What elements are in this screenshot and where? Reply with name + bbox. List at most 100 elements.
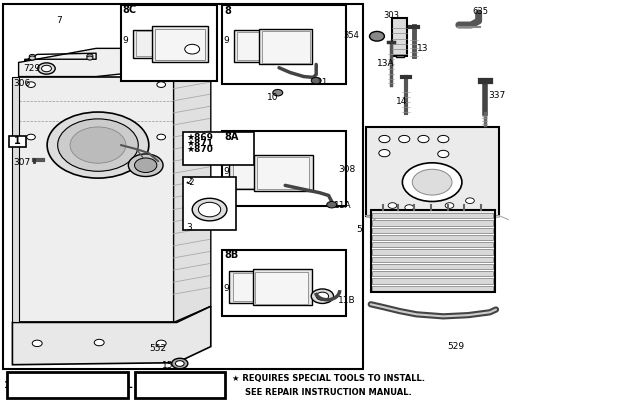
Bar xyxy=(152,26,208,62)
Circle shape xyxy=(438,135,449,143)
Bar xyxy=(222,250,346,316)
Circle shape xyxy=(47,112,149,178)
Text: 14: 14 xyxy=(396,97,407,106)
Circle shape xyxy=(135,158,157,172)
Bar xyxy=(372,228,493,233)
Bar xyxy=(392,18,407,56)
Bar xyxy=(372,264,493,269)
Bar xyxy=(232,273,268,301)
Polygon shape xyxy=(174,64,211,322)
Bar xyxy=(222,131,346,206)
Text: 13: 13 xyxy=(417,44,428,53)
Text: SEE REPAIR INSTRUCTION MANUAL.: SEE REPAIR INSTRUCTION MANUAL. xyxy=(245,388,412,397)
Text: 5: 5 xyxy=(356,225,362,234)
Bar xyxy=(372,286,493,291)
Text: 354: 354 xyxy=(343,31,360,40)
Circle shape xyxy=(192,198,227,221)
Text: 8C: 8C xyxy=(123,5,137,15)
Text: ★ REQUIRES SPECIAL TOOLS TO INSTALL.: ★ REQUIRES SPECIAL TOOLS TO INSTALL. xyxy=(232,374,425,382)
Circle shape xyxy=(128,154,163,177)
Circle shape xyxy=(87,54,93,58)
Text: 11A: 11A xyxy=(334,201,351,210)
Text: 8A: 8A xyxy=(224,132,239,142)
Bar xyxy=(366,215,499,217)
Circle shape xyxy=(156,340,166,347)
Bar xyxy=(253,269,312,305)
Text: ⋆2: ⋆2 xyxy=(185,178,195,187)
Bar xyxy=(237,32,273,60)
Circle shape xyxy=(42,65,51,72)
Bar xyxy=(372,220,493,226)
Bar xyxy=(135,372,225,398)
Text: 3: 3 xyxy=(186,223,192,232)
Circle shape xyxy=(388,203,397,208)
Circle shape xyxy=(399,135,410,143)
Bar xyxy=(229,271,270,303)
Bar xyxy=(372,235,493,240)
Bar xyxy=(254,155,313,191)
Text: 15: 15 xyxy=(162,361,174,370)
Text: 1019 LABEL KIT: 1019 LABEL KIT xyxy=(138,380,222,390)
Text: ©replicaparts.com: ©replicaparts.com xyxy=(158,195,276,208)
Circle shape xyxy=(94,339,104,346)
Circle shape xyxy=(198,202,221,217)
Bar xyxy=(229,157,270,189)
Bar xyxy=(262,31,310,63)
Circle shape xyxy=(311,289,334,303)
Bar xyxy=(372,271,493,276)
Text: 635: 635 xyxy=(472,7,489,16)
Polygon shape xyxy=(12,306,211,365)
Circle shape xyxy=(445,203,454,208)
Circle shape xyxy=(27,134,35,140)
Text: 307: 307 xyxy=(14,158,31,166)
Bar xyxy=(133,30,171,58)
Text: ★869: ★869 xyxy=(186,133,213,141)
Circle shape xyxy=(273,89,283,96)
Bar xyxy=(222,5,346,84)
Circle shape xyxy=(412,169,452,195)
Text: 8B: 8B xyxy=(224,250,239,260)
Bar xyxy=(372,213,493,218)
Text: 529: 529 xyxy=(448,342,465,351)
Text: 729: 729 xyxy=(23,64,40,73)
Circle shape xyxy=(29,56,35,60)
Bar xyxy=(372,278,493,284)
Polygon shape xyxy=(12,77,19,322)
Bar xyxy=(3,4,363,369)
Circle shape xyxy=(157,134,166,140)
Circle shape xyxy=(379,150,390,157)
Circle shape xyxy=(402,163,462,202)
Bar xyxy=(121,5,217,81)
Text: 9: 9 xyxy=(223,36,229,45)
Circle shape xyxy=(58,119,138,171)
Circle shape xyxy=(185,44,200,54)
Circle shape xyxy=(175,361,184,366)
Text: 11B: 11B xyxy=(339,296,356,305)
Text: 1058 OWNER'S MANUAL: 1058 OWNER'S MANUAL xyxy=(4,380,132,390)
Circle shape xyxy=(32,340,42,347)
Text: 552: 552 xyxy=(149,344,166,353)
Text: 308: 308 xyxy=(339,165,356,174)
Circle shape xyxy=(327,202,337,208)
Bar xyxy=(372,242,493,247)
Circle shape xyxy=(38,63,55,74)
Text: 9: 9 xyxy=(223,167,229,176)
Text: 7: 7 xyxy=(56,16,61,25)
Text: ★871: ★871 xyxy=(186,139,213,147)
Text: 303: 303 xyxy=(383,11,399,20)
Circle shape xyxy=(379,135,390,143)
Text: 13A: 13A xyxy=(377,59,394,68)
Bar xyxy=(371,210,495,292)
Bar xyxy=(183,132,254,165)
Text: 9: 9 xyxy=(123,36,128,45)
Circle shape xyxy=(172,358,188,369)
Circle shape xyxy=(70,127,126,163)
Circle shape xyxy=(311,77,321,84)
Polygon shape xyxy=(19,48,211,77)
Text: ★870: ★870 xyxy=(186,145,213,154)
Circle shape xyxy=(370,31,384,41)
Text: 11: 11 xyxy=(317,78,329,87)
Text: 306: 306 xyxy=(14,79,31,88)
Bar xyxy=(234,30,275,62)
Bar xyxy=(396,55,404,57)
